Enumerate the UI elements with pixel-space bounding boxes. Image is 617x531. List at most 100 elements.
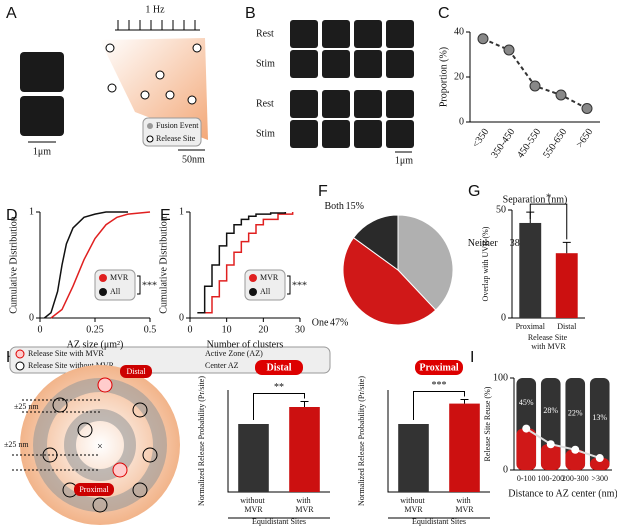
- legend-symbol: [99, 274, 107, 282]
- x-tick-label: 350-450: [489, 127, 517, 161]
- ring: [64, 409, 136, 481]
- x-tick-label: Proximal: [516, 322, 546, 331]
- x-axis-label: Distance to AZ center (nm): [508, 488, 617, 499]
- x-axis-label: Number of clusters: [207, 339, 284, 350]
- legend-label: All: [260, 287, 271, 296]
- pie-value-label: 15%: [346, 201, 364, 212]
- legend-label: MVR: [110, 273, 129, 282]
- point: [595, 454, 604, 463]
- pie-slice: [352, 214, 399, 271]
- pie-slice: [397, 214, 454, 311]
- panel-b: Rest Stim Rest Stim 1μm: [256, 20, 414, 166]
- bracket: [253, 393, 305, 420]
- value-label: 28%: [543, 406, 558, 415]
- legend-symbol: [147, 123, 153, 129]
- bracket: [413, 391, 465, 420]
- error-bar: [300, 401, 309, 407]
- pie-label: Neither: [468, 238, 499, 249]
- point: [546, 440, 555, 449]
- panel-letter: B: [245, 5, 256, 22]
- x-tick-label: 550-650: [541, 127, 569, 161]
- image: [20, 96, 64, 136]
- legend-symbol: [15, 349, 25, 359]
- row-label: Rest: [256, 28, 274, 39]
- legend-label: Fusion Event: [156, 121, 199, 130]
- cdf-line: [204, 212, 294, 314]
- legend-label: MVR: [260, 273, 279, 282]
- axis: [39, 212, 150, 319]
- y-axis-label: Normalized Release Probability (Pr/site): [357, 376, 366, 506]
- point: [529, 80, 541, 92]
- significance: *: [546, 192, 551, 203]
- row-label: Rest: [256, 98, 274, 109]
- x-axis-label: Equidistant Sites: [252, 517, 306, 526]
- bar: [289, 407, 320, 492]
- legend-symbol: [249, 288, 257, 296]
- bracket: [137, 275, 141, 295]
- x-axis-label: AZ size (μm²): [67, 339, 124, 350]
- center-mark: ×: [97, 441, 103, 452]
- y-axis-label: Proportion (%): [438, 47, 449, 107]
- point: [503, 44, 515, 56]
- y-axis-label: Cumulative Distribution: [158, 216, 169, 314]
- title-pill: [415, 360, 463, 375]
- significance: ***: [432, 380, 447, 391]
- pie-label: Both: [324, 201, 343, 212]
- panel-letter: G: [468, 183, 480, 200]
- panel-letter: F: [318, 183, 328, 200]
- label-pill: [74, 483, 114, 496]
- mvr-site: [112, 462, 128, 478]
- point: [571, 445, 580, 454]
- release-sites: [105, 43, 202, 105]
- bracket: [529, 203, 568, 240]
- bar-background: [589, 378, 610, 470]
- chart-title: Distal: [267, 362, 292, 373]
- pie-value-label: 47%: [330, 318, 348, 329]
- x-tick-label: 0-100: [517, 474, 536, 483]
- row-label: Stim: [256, 58, 275, 69]
- x-tick-label: 0.5: [144, 324, 157, 335]
- error-bar: [562, 241, 571, 254]
- point: [555, 89, 567, 101]
- legend-label: Release Site with MVR: [28, 349, 104, 358]
- legend-label: Active Zone (AZ): [205, 349, 263, 358]
- cdf-line: [197, 212, 287, 314]
- x-tick-label: 0.25: [86, 324, 104, 335]
- title-pill: [255, 360, 303, 375]
- line: [482, 37, 588, 110]
- spacing-label: ±25 nm: [14, 402, 39, 411]
- bar: [565, 449, 586, 470]
- point: [522, 424, 531, 433]
- legend-symbol: [146, 135, 154, 143]
- bracket: [287, 275, 291, 295]
- y-axis-label: Release Site Reuse (%): [483, 386, 492, 461]
- x-tick-label: 100-200: [537, 474, 564, 483]
- panel-letter: A: [6, 5, 17, 22]
- legend-label: Release Site without MVR: [28, 361, 115, 370]
- y-tick-label: 40: [454, 26, 464, 37]
- x-tick-label: <350: [470, 127, 491, 150]
- x-tick-label: 10: [222, 324, 232, 335]
- x-tick-label: with MVR: [455, 496, 474, 514]
- bar-background: [565, 378, 586, 470]
- chart-title: Proximal: [419, 362, 458, 373]
- row-label: Stim: [256, 128, 275, 139]
- point: [581, 103, 593, 114]
- x-tick-label: 30: [295, 324, 305, 335]
- legend-label: Center AZ: [205, 361, 239, 370]
- y-axis-label: Cumulative Distribution: [8, 216, 19, 314]
- trend-line: [525, 427, 601, 459]
- x-tick-label: 20: [258, 324, 268, 335]
- value-label: 22%: [568, 409, 583, 418]
- image-grid: [290, 20, 414, 148]
- mvr-site: [97, 377, 113, 393]
- value-label: 45%: [519, 398, 534, 407]
- stimulus-ticks: [115, 20, 200, 31]
- legend-label: All: [110, 287, 121, 296]
- error-bar: [460, 399, 469, 404]
- x-tick-label: >650: [574, 127, 595, 150]
- scale-label: 1μm: [395, 155, 413, 166]
- y-tick-label: 20: [454, 71, 464, 82]
- y-tick-label: 50: [496, 204, 506, 215]
